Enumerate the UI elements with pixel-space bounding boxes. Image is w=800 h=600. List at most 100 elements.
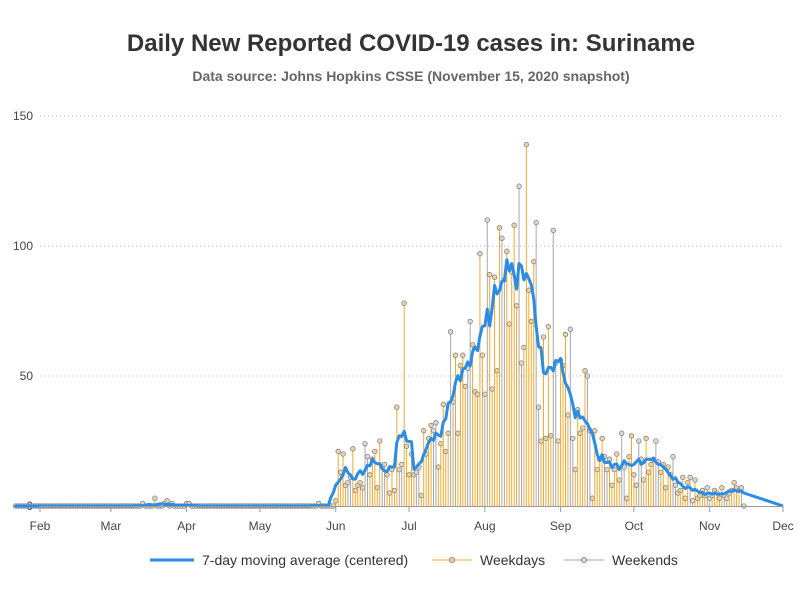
legend-item-weekends: Weekends — [562, 550, 678, 570]
weekday-marker — [435, 464, 442, 470]
weekday-marker — [394, 404, 400, 410]
weekday-marker — [357, 479, 363, 486]
y-tick-label: 50 — [20, 369, 34, 383]
weekend-marker — [567, 326, 574, 332]
x-tick-label: Apr — [177, 519, 196, 533]
gridlines — [40, 115, 783, 377]
weekday-marker — [663, 485, 669, 491]
weekend-marker — [533, 219, 539, 226]
weekday-marker — [418, 492, 424, 499]
weekend-marker — [636, 438, 642, 444]
weekday-marker — [528, 318, 534, 325]
weekday-marker — [592, 427, 598, 434]
weekday-marker — [565, 412, 571, 418]
weekday-marker — [680, 474, 686, 481]
chart-title: Daily New Reported COVID-19 cases in: Su… — [126, 30, 696, 57]
x-tick-label: Jul — [401, 519, 416, 533]
weekday-marker — [682, 495, 688, 501]
weekday-marker — [609, 482, 615, 488]
weekday-marker — [623, 495, 630, 501]
x-tick-label: Aug — [474, 519, 495, 533]
weekday-marker — [457, 362, 464, 369]
weekend-marker — [484, 217, 490, 223]
moving-average-line — [14, 258, 784, 508]
weekend-marker — [670, 453, 676, 460]
weekend-marker — [570, 435, 576, 442]
weekday-marker — [692, 477, 698, 483]
y-axis-labels: 050100150 — [13, 109, 33, 513]
weekday-marker — [548, 433, 554, 439]
weekday-marker — [428, 422, 434, 429]
weekday-marker — [582, 368, 588, 374]
weekend-marker — [381, 461, 388, 468]
weekend-marker — [604, 466, 610, 473]
weekday-marker — [401, 300, 407, 306]
weekday-marker — [731, 479, 737, 486]
weekday-marker — [531, 258, 537, 265]
weekend-marker — [362, 440, 368, 447]
weekend-marker — [396, 466, 402, 473]
weekday-marker — [333, 498, 339, 504]
weekday-marker — [599, 435, 605, 442]
x-tick-label: Sep — [550, 519, 572, 533]
weekend-marker — [516, 183, 522, 189]
weekend-marker — [687, 474, 693, 481]
weekday-marker — [643, 435, 649, 442]
weekday-marker — [506, 321, 512, 327]
legend-line-swatch — [150, 558, 194, 562]
weekday-marker — [455, 430, 461, 436]
weekday-marker — [504, 248, 510, 254]
weekday-marker — [677, 487, 683, 494]
legend-item-weekdays: Weekdays — [430, 550, 545, 570]
x-tick-label: Mar — [101, 519, 122, 533]
weekday-marker — [438, 440, 444, 447]
x-tick-label: May — [249, 519, 272, 533]
weekend-marker — [653, 438, 659, 444]
weekend-marker — [689, 498, 696, 504]
weekday-marker — [391, 487, 398, 494]
weekday-marker — [445, 430, 451, 436]
weekday-marker — [511, 222, 517, 228]
weekend-marker — [364, 453, 371, 460]
legend-weekday-swatch — [432, 557, 472, 563]
weekend-marker — [399, 461, 405, 468]
legend-weekend-swatch — [564, 557, 604, 563]
weekday-marker — [359, 485, 366, 491]
weekday-marker — [474, 391, 481, 397]
weekday-marker — [406, 472, 412, 478]
chart-legend: 7-day moving average (centered) Weekdays… — [0, 550, 800, 572]
weekday-marker — [577, 430, 583, 436]
x-tick-label: Feb — [30, 519, 51, 533]
weekday-marker — [545, 323, 552, 330]
weekday-marker — [521, 344, 527, 351]
weekday-marker — [665, 464, 671, 470]
weekday-marker — [372, 448, 378, 455]
weekday-marker — [440, 401, 446, 408]
weekday-marker — [633, 482, 640, 488]
weekday-marker — [579, 425, 586, 431]
weekday-marker — [350, 446, 356, 452]
weekday-marker — [386, 490, 393, 496]
weekday-marker — [523, 141, 530, 148]
weekend-marker — [704, 485, 710, 491]
weekday-marker — [479, 352, 486, 358]
weekday-marker — [477, 251, 483, 257]
y-tick-label: 100 — [13, 239, 33, 253]
weekday-marker — [443, 448, 449, 455]
weekday-marker — [645, 469, 652, 475]
weekday-marker — [374, 485, 380, 491]
weekday-marker — [658, 469, 664, 475]
weekday-marker — [538, 438, 544, 444]
weekday-marker — [491, 274, 498, 280]
x-axis: Feb Mar Apr May Jun Jul Aug Sep Oct Nov Dec — [30, 506, 794, 533]
x-tick-label: Oct — [625, 519, 644, 533]
weekday-marker — [421, 427, 427, 434]
weekend-marker — [724, 495, 730, 501]
moving-average-polyline — [14, 258, 784, 508]
weekend-marker — [433, 420, 439, 426]
weekend-marker — [499, 235, 505, 241]
weekday-marker — [631, 472, 637, 478]
weekday-marker — [589, 495, 596, 501]
weekend-marker — [550, 227, 556, 234]
daily-case-needles — [12, 141, 747, 509]
